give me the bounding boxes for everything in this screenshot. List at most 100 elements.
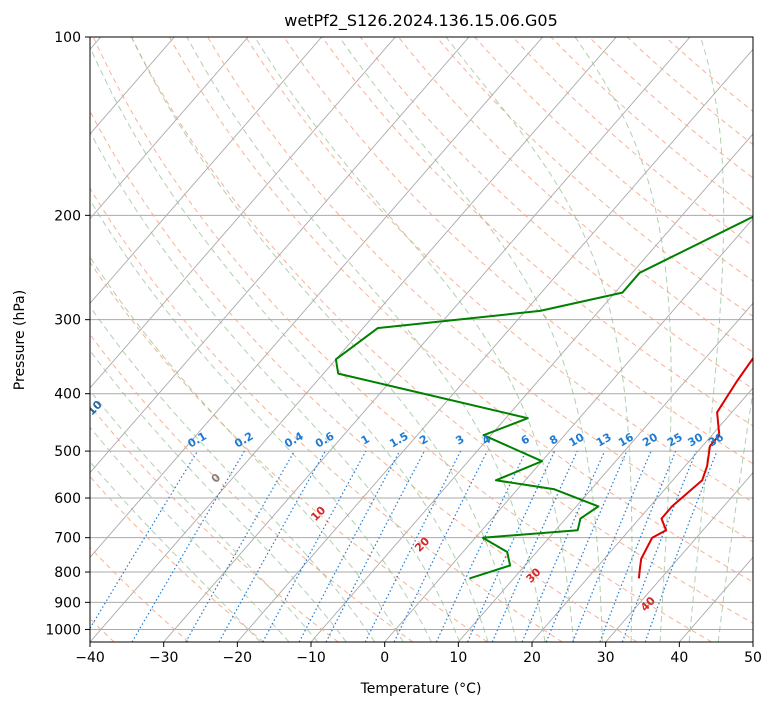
moist-adiabat-line xyxy=(90,349,347,642)
moist-adiabat-line xyxy=(90,45,489,642)
x-tick-label: 50 xyxy=(744,650,762,666)
moist-adiabat-line xyxy=(131,37,517,642)
moist-adiabat-line xyxy=(90,389,319,642)
mixing-ratio-label: 13 xyxy=(594,431,614,450)
dry-adiabat-line xyxy=(359,37,753,390)
mixing-ratio-label: 3 xyxy=(453,432,466,447)
isotherm-line xyxy=(605,471,753,642)
dry-adiabat-line xyxy=(321,37,753,427)
dry-adiabat-label: -10 xyxy=(82,398,105,421)
mixing-ratio-label: 10 xyxy=(567,430,587,449)
isotherm-line xyxy=(457,302,753,642)
dry-adiabat-line xyxy=(626,37,753,146)
mixing-ratio-line xyxy=(644,450,718,642)
dry-adiabat-line xyxy=(512,37,753,247)
isotherm-line xyxy=(310,133,753,642)
dry-adiabat-line xyxy=(588,37,753,179)
y-tick-label: 300 xyxy=(54,313,81,329)
isotherm-line xyxy=(236,48,753,642)
mixing-ratio-label: 0.4 xyxy=(282,429,306,450)
isotherm-line xyxy=(752,641,753,642)
mixing-ratio-line xyxy=(545,450,628,642)
mixing-ratio-line xyxy=(435,450,527,642)
mixing-ratio-label: 0.1 xyxy=(185,430,208,451)
x-tick-label: −20 xyxy=(223,650,253,666)
x-tick-label: 40 xyxy=(670,650,688,666)
moist-adiabat-line xyxy=(90,199,432,642)
isotherm-line xyxy=(90,37,323,304)
moist-adiabat-line xyxy=(90,305,376,642)
isotherm-line xyxy=(90,37,396,389)
mixing-ratio-label: 1 xyxy=(359,432,372,447)
x-tick-label: 30 xyxy=(597,650,615,666)
y-tick-label: 800 xyxy=(54,565,81,581)
mixing-ratio-line xyxy=(90,450,199,630)
dry-adiabat-line xyxy=(130,37,753,624)
y-tick-label: 200 xyxy=(54,208,81,224)
dry-adiabat-line xyxy=(90,333,414,642)
x-tick-label: 0 xyxy=(380,650,389,666)
mixing-ratio-line xyxy=(131,450,246,642)
y-tick-label: 600 xyxy=(54,491,81,507)
mixing-ratio-line xyxy=(262,450,367,642)
isotherm-line xyxy=(90,37,544,559)
isotherm-line xyxy=(90,37,617,642)
y-tick-label: 500 xyxy=(54,444,81,460)
y-tick-label: 1000 xyxy=(45,622,81,638)
isotherm-line xyxy=(90,37,470,474)
axis-layer: −40 −30 −20 −10 0 10 20 30 40 5010020030040050060… xyxy=(45,30,762,666)
dry-adiabat-line xyxy=(245,37,753,503)
plot-frame xyxy=(89,36,754,643)
x-tick-label: 10 xyxy=(449,650,467,666)
dry-adiabat-line xyxy=(90,110,638,642)
x-axis-label: Temperature (°C) xyxy=(360,681,482,697)
x-tick-label: −30 xyxy=(149,650,179,666)
mixing-ratio-label: 8 xyxy=(547,432,560,447)
mixing-ratio-label: 16 xyxy=(616,430,636,449)
moist-adiabat-line xyxy=(688,37,725,642)
mixing-ratio-line xyxy=(218,450,326,642)
isotherm-line xyxy=(678,556,753,642)
mixing-ratio-line xyxy=(621,450,697,642)
dry-adiabat-label: 40 xyxy=(638,594,658,614)
dry-adiabat-label: 10 xyxy=(308,503,328,523)
dry-adiabat-line xyxy=(550,37,753,213)
dry-adiabat-line xyxy=(665,37,753,113)
chart-title: wetPf2_S126.2024.136.15.06.G05 xyxy=(284,11,558,31)
dry-adiabat-line xyxy=(283,37,753,465)
moist-adiabat-line xyxy=(338,37,603,642)
y-tick-label: 900 xyxy=(54,595,81,611)
dry-adiabat-label: 0 xyxy=(209,471,224,486)
dry-adiabat-label: 30 xyxy=(524,565,544,585)
moist-adiabat-line xyxy=(186,37,546,642)
moist-adiabat-line xyxy=(90,426,290,642)
mixing-ratio-line xyxy=(491,450,578,642)
moist-adiabat-line xyxy=(254,37,575,642)
moist-adiabat-line xyxy=(445,37,633,642)
mixing-ratio-label: 25 xyxy=(665,431,685,450)
mixing-ratio-label: 0.2 xyxy=(232,429,255,450)
dewpoint-profile-line xyxy=(334,215,753,580)
x-tick-label: −40 xyxy=(75,650,105,666)
x-tick-label: 20 xyxy=(523,650,541,666)
dry-adiabat-line xyxy=(398,37,753,353)
mixing-ratio-line xyxy=(185,450,296,642)
dry-adiabat-line xyxy=(169,37,753,583)
mixing-ratio-line xyxy=(521,450,606,642)
dry-adiabat-line xyxy=(90,405,339,642)
series-layer xyxy=(334,215,753,580)
dry-adiabat-line xyxy=(92,37,712,642)
isotherm-line xyxy=(531,387,753,642)
mixing-ratio-line xyxy=(466,450,556,642)
isotherm-line xyxy=(163,37,691,642)
moist-adiabat-line xyxy=(90,130,461,642)
moist-adiabat-line xyxy=(90,461,261,642)
mixing-ratio-line xyxy=(572,450,652,642)
grid-layer xyxy=(90,37,753,642)
mixing-ratio-label: 20 xyxy=(640,430,660,449)
y-tick-label: 400 xyxy=(54,387,81,403)
isotherm-line xyxy=(384,217,753,642)
moist-adiabat-line xyxy=(90,256,404,642)
